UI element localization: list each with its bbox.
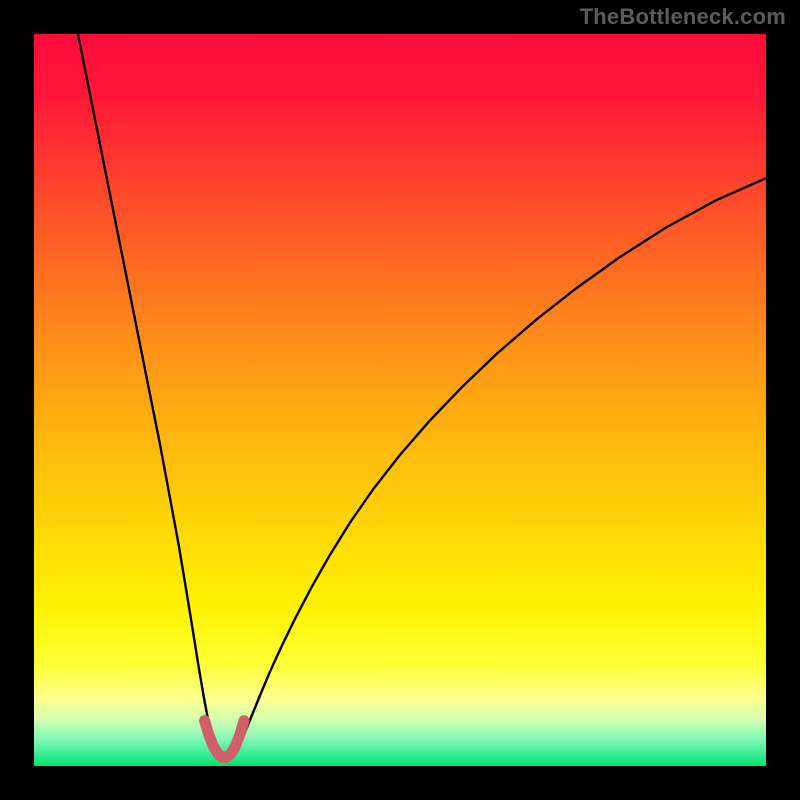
dip-marker [205,721,245,758]
chart-container: TheBottleneck.com [0,0,800,800]
watermark-text: TheBottleneck.com [580,4,786,30]
v-curve [78,34,766,762]
plot-area [34,34,766,766]
curve-svg [34,34,766,766]
